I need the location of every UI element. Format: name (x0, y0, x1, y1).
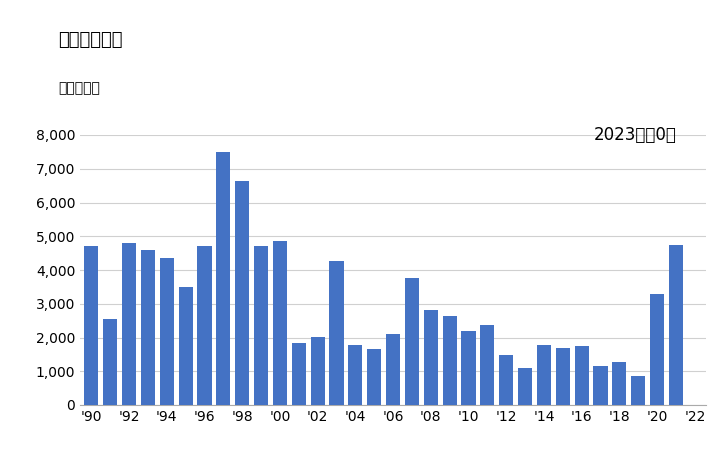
Bar (254, 247, 268, 405)
Bar (178, 287, 193, 405)
Bar (103, 319, 117, 405)
Bar (631, 376, 645, 405)
Bar (348, 345, 363, 405)
Bar (273, 241, 287, 405)
Bar (480, 325, 494, 405)
Bar (593, 366, 608, 405)
Text: 輸出額の推移: 輸出額の推移 (58, 32, 123, 50)
Bar (443, 315, 456, 405)
Bar (462, 331, 475, 405)
Bar (122, 243, 136, 405)
Text: 2023年：0円: 2023年：0円 (594, 126, 677, 144)
Bar (574, 346, 589, 405)
Bar (386, 334, 400, 405)
Bar (84, 247, 98, 405)
Bar (235, 180, 249, 405)
Bar (405, 279, 419, 405)
Bar (216, 152, 231, 405)
Bar (612, 362, 627, 405)
Bar (499, 355, 513, 405)
Bar (330, 261, 344, 405)
Bar (537, 345, 551, 405)
Bar (159, 258, 174, 405)
Bar (518, 368, 532, 405)
Bar (669, 245, 683, 405)
Bar (424, 310, 438, 405)
Bar (141, 250, 155, 405)
Bar (650, 294, 664, 405)
Bar (555, 347, 570, 405)
Bar (292, 342, 306, 405)
Bar (367, 349, 381, 405)
Text: 単位：万円: 単位：万円 (58, 81, 100, 95)
Bar (197, 247, 212, 405)
Bar (311, 337, 325, 405)
